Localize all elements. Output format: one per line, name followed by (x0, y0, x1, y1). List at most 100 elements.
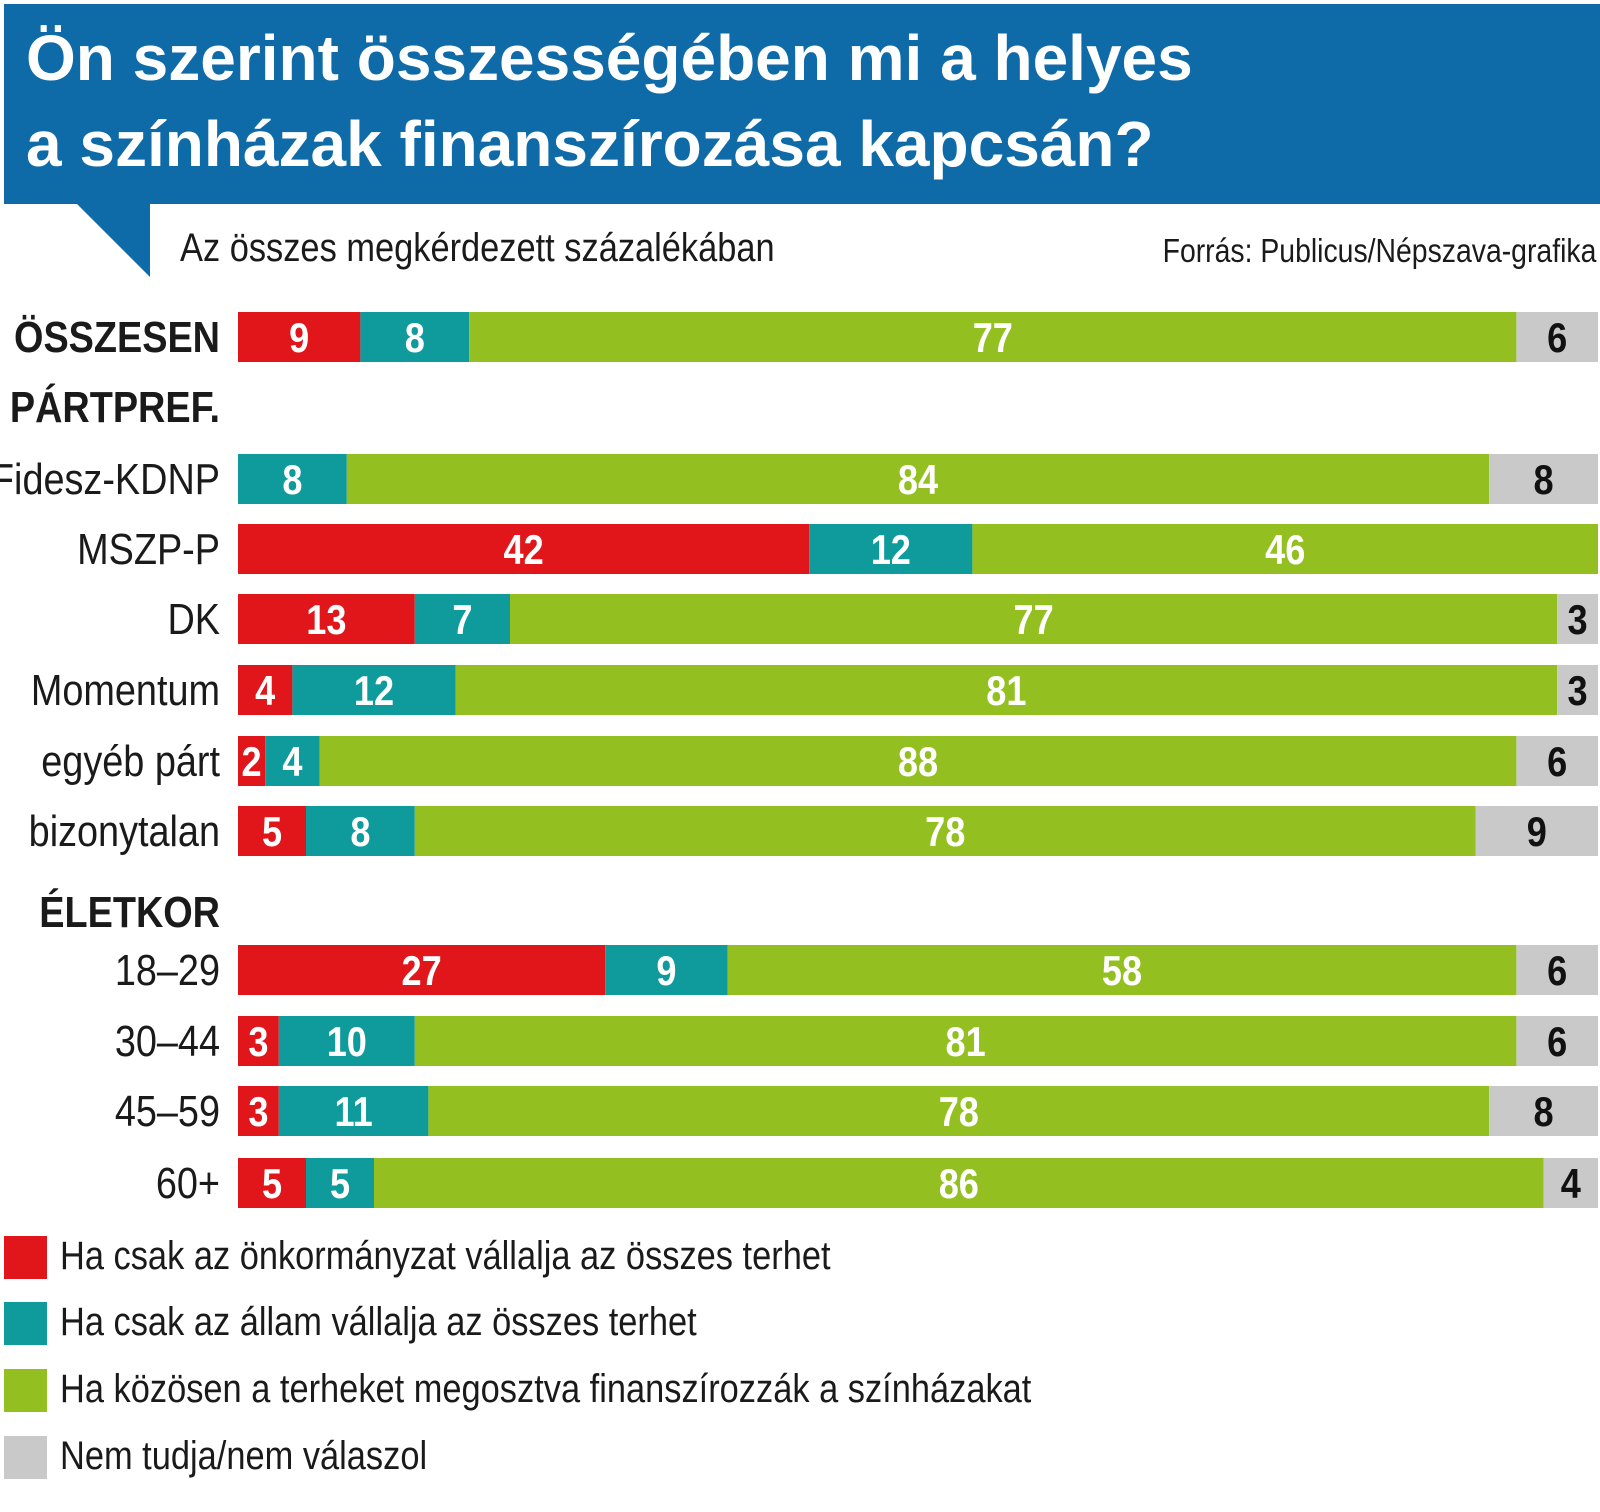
data-label-kozosen: 77 (973, 316, 1013, 362)
data-label-kozosen: 77 (1014, 598, 1054, 644)
bar-segment-nem_tudja (1489, 454, 1598, 504)
row-label-18-29: 18–29 (115, 945, 220, 994)
data-label-allam: 9 (656, 949, 676, 995)
bar-segment-allam (809, 524, 973, 574)
bar-segment-nem_tudja (1557, 594, 1598, 644)
legend-item-kozosen: Ha közösen a terheket megosztva finanszí… (4, 1367, 1104, 1415)
data-label-allam: 12 (354, 669, 394, 715)
data-label-kozosen: 46 (1265, 528, 1305, 574)
legend-label-nem_tudja: Nem tudja/nem válaszol (60, 1434, 428, 1478)
title-banner-pointer (76, 203, 150, 277)
bar-segment-onkormanyzat (238, 945, 606, 995)
data-label-allam: 8 (282, 458, 302, 504)
data-label-onkormanyzat: 2 (242, 740, 262, 786)
data-label-nem_tudja: 6 (1547, 1020, 1567, 1066)
data-label-allam: 8 (405, 316, 425, 362)
bar-segment-allam (265, 736, 320, 786)
data-label-onkormanyzat: 4 (255, 669, 275, 715)
data-label-kozosen: 86 (939, 1162, 979, 1208)
bar-segment-kozosen (414, 1016, 1517, 1066)
row-label-30-44: 30–44 (115, 1016, 220, 1065)
row-label-pártpref-: PÁRTPREF. (10, 382, 220, 431)
bar-segment-nem_tudja (1516, 945, 1598, 995)
bar-segment-onkormanyzat (238, 524, 810, 574)
data-label-kozosen: 81 (986, 669, 1026, 715)
data-label-nem_tudja: 4 (1561, 1162, 1581, 1208)
row-label-összesen: ÖSSZESEN (14, 312, 220, 361)
legend-swatch-kozosen (4, 1369, 47, 1412)
legend-label-kozosen: Ha közösen a terheket megosztva finanszí… (60, 1367, 1032, 1411)
bar-segment-nem_tudja (1516, 312, 1598, 362)
legend-swatch-nem_tudja (4, 1436, 47, 1479)
row-label-60-: 60+ (156, 1158, 220, 1207)
row-label-45-59: 45–59 (115, 1086, 220, 1135)
chart-source: Forrás: Publicus/Népszava-grafika (1162, 232, 1596, 269)
bar-segment-allam (306, 1158, 374, 1208)
bar-segment-kozosen (414, 806, 1476, 856)
chart-subtitle: Az összes megkérdezett százalékában (180, 226, 775, 270)
legend-swatch-onkormanyzat (4, 1236, 47, 1279)
bar-segment-kozosen (455, 665, 1558, 715)
bar-segment-nem_tudja (1489, 1086, 1598, 1136)
data-label-kozosen: 78 (925, 810, 965, 856)
data-label-nem_tudja: 8 (1534, 458, 1554, 504)
data-label-onkormanyzat: 3 (248, 1020, 268, 1066)
bar-segment-allam (278, 1016, 415, 1066)
bar-segment-onkormanyzat (238, 312, 361, 362)
bar-segment-allam (605, 945, 728, 995)
data-label-nem_tudja: 3 (1568, 598, 1588, 644)
data-label-allam: 7 (452, 598, 472, 644)
row-label-fidesz-kdnp: Fidesz-KDNP (0, 454, 220, 503)
data-label-onkormanyzat: 42 (504, 528, 544, 574)
bar-segment-onkormanyzat (238, 806, 306, 856)
row-label-momentum: Momentum (31, 665, 220, 714)
data-label-kozosen: 81 (946, 1020, 986, 1066)
legend-swatch-allam (4, 1302, 47, 1345)
data-label-onkormanyzat: 9 (289, 316, 309, 362)
data-label-nem_tudja: 3 (1568, 669, 1588, 715)
bar-segment-onkormanyzat (238, 1016, 279, 1066)
row-label-egyéb-párt: egyéb párt (41, 736, 220, 785)
data-label-nem_tudja: 6 (1547, 740, 1567, 786)
data-label-onkormanyzat: 5 (262, 810, 282, 856)
bar-segment-allam (292, 665, 456, 715)
bar-segment-allam (360, 312, 470, 362)
legend-label-onkormanyzat: Ha csak az önkormányzat vállalja az össz… (60, 1234, 831, 1278)
bar-segment-onkormanyzat (238, 736, 266, 786)
bar-segment-kozosen (428, 1086, 1490, 1136)
title-banner (4, 4, 1600, 204)
chart-title-line-2: a színházak finanszírozása kapcsán? (26, 108, 1154, 180)
row-label-bizonytalan: bizonytalan (29, 806, 220, 855)
bar-segment-allam (414, 594, 510, 644)
row-label-életkor: ÉLETKOR (39, 887, 220, 936)
bar-segment-kozosen (469, 312, 1517, 362)
data-label-kozosen: 88 (898, 740, 938, 786)
bar-segment-onkormanyzat (238, 594, 415, 644)
data-label-allam: 10 (327, 1020, 367, 1066)
data-label-kozosen: 58 (1102, 949, 1142, 995)
bar-segment-nem_tudja (1557, 665, 1598, 715)
bar-segment-kozosen (319, 736, 1517, 786)
bar-segment-kozosen (972, 524, 1598, 574)
bar-segment-allam (278, 1086, 429, 1136)
data-label-kozosen: 84 (898, 458, 938, 504)
data-label-nem_tudja: 9 (1527, 810, 1547, 856)
bar-segment-onkormanyzat (238, 1086, 279, 1136)
bar-segment-nem_tudja (1516, 736, 1598, 786)
bar-segment-onkormanyzat (238, 665, 293, 715)
legend-item-onkormanyzat: Ha csak az önkormányzat vállalja az össz… (4, 1234, 1104, 1282)
data-label-allam: 4 (282, 740, 302, 786)
data-label-nem_tudja: 8 (1534, 1090, 1554, 1136)
bar-segment-allam (238, 454, 347, 504)
bar-segment-nem_tudja (1543, 1158, 1598, 1208)
data-label-nem_tudja: 6 (1547, 316, 1567, 362)
data-label-kozosen: 78 (939, 1090, 979, 1136)
legend-label-allam: Ha csak az állam vállalja az összes terh… (60, 1300, 697, 1344)
bar-segment-nem_tudja (1475, 806, 1598, 856)
data-label-allam: 11 (335, 1090, 373, 1136)
bar-segment-nem_tudja (1516, 1016, 1598, 1066)
data-label-nem_tudja: 6 (1547, 949, 1567, 995)
bar-segment-kozosen (727, 945, 1517, 995)
bar-segment-kozosen (374, 1158, 1544, 1208)
